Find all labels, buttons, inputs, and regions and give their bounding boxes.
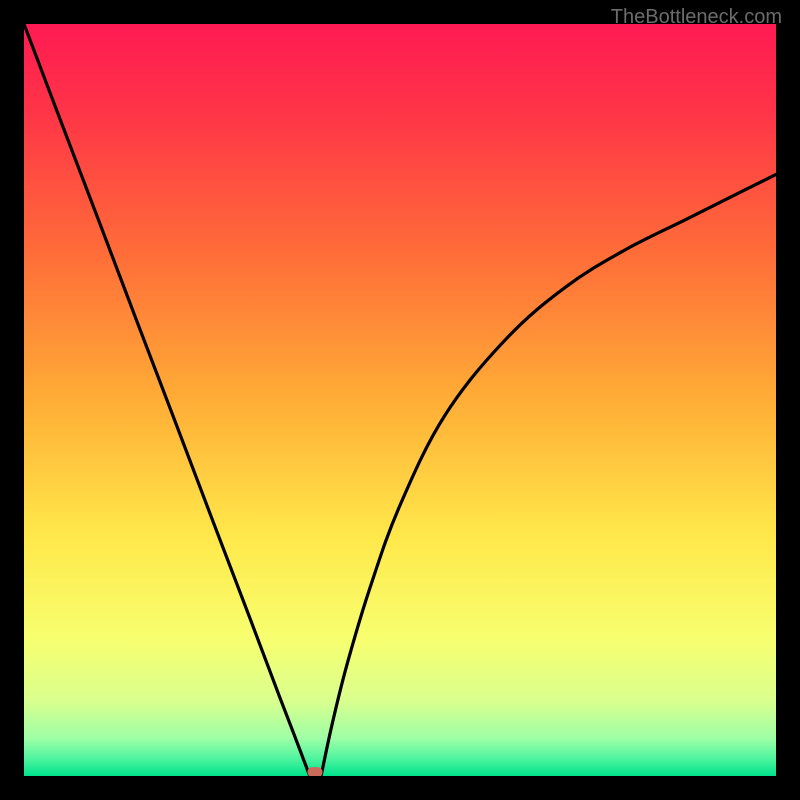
plot-area <box>24 24 776 776</box>
bottleneck-curve <box>24 24 776 776</box>
curve-right-branch <box>321 174 776 776</box>
watermark-text: TheBottleneck.com <box>611 6 782 29</box>
chart-frame <box>0 0 800 800</box>
curve-left-branch <box>24 24 310 776</box>
optimum-marker <box>308 767 323 776</box>
